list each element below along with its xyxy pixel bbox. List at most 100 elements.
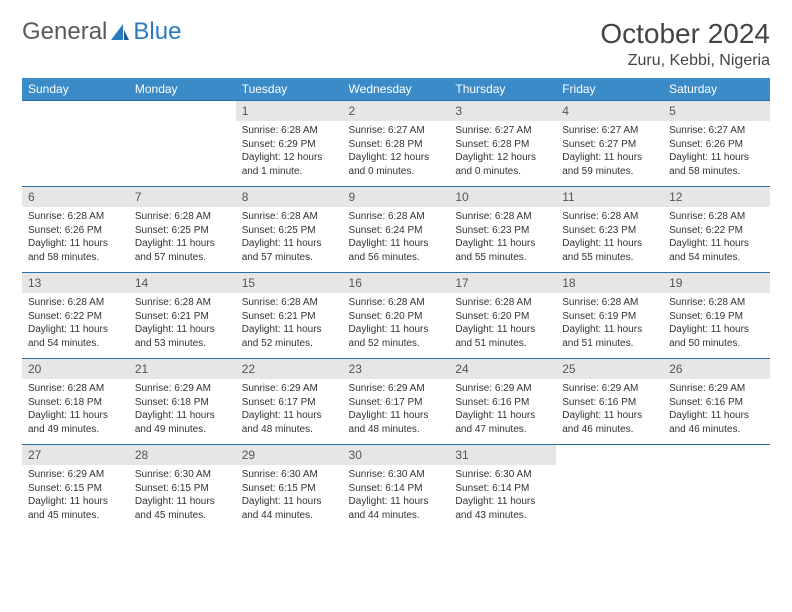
- sunset-text: Sunset: 6:15 PM: [28, 482, 123, 496]
- sunset-text: Sunset: 6:18 PM: [135, 396, 230, 410]
- sunset-text: Sunset: 6:27 PM: [562, 138, 657, 152]
- day-number: 3: [449, 101, 556, 121]
- daylight-text: Daylight: 11 hours and 56 minutes.: [349, 237, 444, 264]
- calendar-cell: 1Sunrise: 6:28 AMSunset: 6:29 PMDaylight…: [236, 101, 343, 187]
- day-details: Sunrise: 6:29 AMSunset: 6:17 PMDaylight:…: [236, 379, 343, 444]
- sunrise-text: Sunrise: 6:29 AM: [349, 382, 444, 396]
- calendar-cell: 4Sunrise: 6:27 AMSunset: 6:27 PMDaylight…: [556, 101, 663, 187]
- calendar-cell: 21Sunrise: 6:29 AMSunset: 6:18 PMDayligh…: [129, 359, 236, 445]
- daylight-text: Daylight: 11 hours and 47 minutes.: [455, 409, 550, 436]
- logo-sail-icon: [109, 22, 131, 42]
- day-number: 20: [22, 359, 129, 379]
- sunrise-text: Sunrise: 6:28 AM: [28, 296, 123, 310]
- day-number: 4: [556, 101, 663, 121]
- day-details: Sunrise: 6:28 AMSunset: 6:22 PMDaylight:…: [22, 293, 129, 358]
- day-details: Sunrise: 6:30 AMSunset: 6:15 PMDaylight:…: [129, 465, 236, 530]
- sunrise-text: Sunrise: 6:28 AM: [455, 296, 550, 310]
- sunset-text: Sunset: 6:20 PM: [349, 310, 444, 324]
- title-block: October 2024 Zuru, Kebbi, Nigeria: [600, 18, 770, 70]
- sunset-text: Sunset: 6:29 PM: [242, 138, 337, 152]
- day-details: Sunrise: 6:28 AMSunset: 6:20 PMDaylight:…: [449, 293, 556, 358]
- day-header: Thursday: [449, 78, 556, 101]
- daylight-text: Daylight: 11 hours and 51 minutes.: [562, 323, 657, 350]
- day-details: Sunrise: 6:28 AMSunset: 6:25 PMDaylight:…: [236, 207, 343, 272]
- sunset-text: Sunset: 6:28 PM: [349, 138, 444, 152]
- sunset-text: Sunset: 6:26 PM: [28, 224, 123, 238]
- calendar-cell: [129, 101, 236, 187]
- day-number: 11: [556, 187, 663, 207]
- day-number: 8: [236, 187, 343, 207]
- calendar-cell: [663, 445, 770, 531]
- daylight-text: Daylight: 11 hours and 49 minutes.: [135, 409, 230, 436]
- day-details: Sunrise: 6:28 AMSunset: 6:25 PMDaylight:…: [129, 207, 236, 272]
- daylight-text: Daylight: 12 hours and 0 minutes.: [349, 151, 444, 178]
- calendar-week-row: 6Sunrise: 6:28 AMSunset: 6:26 PMDaylight…: [22, 187, 770, 273]
- daylight-text: Daylight: 11 hours and 48 minutes.: [349, 409, 444, 436]
- sunset-text: Sunset: 6:21 PM: [242, 310, 337, 324]
- sunrise-text: Sunrise: 6:28 AM: [562, 210, 657, 224]
- sunrise-text: Sunrise: 6:30 AM: [242, 468, 337, 482]
- sunrise-text: Sunrise: 6:28 AM: [669, 210, 764, 224]
- calendar-cell: 30Sunrise: 6:30 AMSunset: 6:14 PMDayligh…: [343, 445, 450, 531]
- calendar-cell: 2Sunrise: 6:27 AMSunset: 6:28 PMDaylight…: [343, 101, 450, 187]
- day-details: Sunrise: 6:28 AMSunset: 6:19 PMDaylight:…: [556, 293, 663, 358]
- sunset-text: Sunset: 6:21 PM: [135, 310, 230, 324]
- sunrise-text: Sunrise: 6:27 AM: [562, 124, 657, 138]
- day-details: Sunrise: 6:28 AMSunset: 6:21 PMDaylight:…: [129, 293, 236, 358]
- calendar-cell: 16Sunrise: 6:28 AMSunset: 6:20 PMDayligh…: [343, 273, 450, 359]
- day-details: Sunrise: 6:30 AMSunset: 6:14 PMDaylight:…: [449, 465, 556, 530]
- sunset-text: Sunset: 6:22 PM: [669, 224, 764, 238]
- sunset-text: Sunset: 6:20 PM: [455, 310, 550, 324]
- sunset-text: Sunset: 6:16 PM: [455, 396, 550, 410]
- day-details: Sunrise: 6:30 AMSunset: 6:15 PMDaylight:…: [236, 465, 343, 530]
- day-number: 30: [343, 445, 450, 465]
- day-number: 1: [236, 101, 343, 121]
- day-details: Sunrise: 6:28 AMSunset: 6:21 PMDaylight:…: [236, 293, 343, 358]
- day-details: Sunrise: 6:29 AMSunset: 6:16 PMDaylight:…: [449, 379, 556, 444]
- day-details: Sunrise: 6:29 AMSunset: 6:16 PMDaylight:…: [663, 379, 770, 444]
- day-number: 21: [129, 359, 236, 379]
- sunset-text: Sunset: 6:18 PM: [28, 396, 123, 410]
- daylight-text: Daylight: 11 hours and 55 minutes.: [562, 237, 657, 264]
- sunrise-text: Sunrise: 6:28 AM: [242, 296, 337, 310]
- calendar-cell: 9Sunrise: 6:28 AMSunset: 6:24 PMDaylight…: [343, 187, 450, 273]
- sunset-text: Sunset: 6:28 PM: [455, 138, 550, 152]
- sunrise-text: Sunrise: 6:30 AM: [455, 468, 550, 482]
- location-text: Zuru, Kebbi, Nigeria: [600, 52, 770, 70]
- day-number: 29: [236, 445, 343, 465]
- day-number: 10: [449, 187, 556, 207]
- day-details: Sunrise: 6:28 AMSunset: 6:23 PMDaylight:…: [449, 207, 556, 272]
- calendar-cell: 27Sunrise: 6:29 AMSunset: 6:15 PMDayligh…: [22, 445, 129, 531]
- day-details: Sunrise: 6:28 AMSunset: 6:18 PMDaylight:…: [22, 379, 129, 444]
- sunset-text: Sunset: 6:19 PM: [669, 310, 764, 324]
- sunrise-text: Sunrise: 6:28 AM: [349, 210, 444, 224]
- day-details: Sunrise: 6:27 AMSunset: 6:28 PMDaylight:…: [343, 121, 450, 186]
- daylight-text: Daylight: 11 hours and 57 minutes.: [242, 237, 337, 264]
- daylight-text: Daylight: 11 hours and 59 minutes.: [562, 151, 657, 178]
- daylight-text: Daylight: 11 hours and 44 minutes.: [242, 495, 337, 522]
- sunrise-text: Sunrise: 6:28 AM: [135, 296, 230, 310]
- calendar-cell: 18Sunrise: 6:28 AMSunset: 6:19 PMDayligh…: [556, 273, 663, 359]
- day-details: Sunrise: 6:29 AMSunset: 6:18 PMDaylight:…: [129, 379, 236, 444]
- daylight-text: Daylight: 11 hours and 57 minutes.: [135, 237, 230, 264]
- daylight-text: Daylight: 11 hours and 49 minutes.: [28, 409, 123, 436]
- calendar-cell: 11Sunrise: 6:28 AMSunset: 6:23 PMDayligh…: [556, 187, 663, 273]
- day-number: 17: [449, 273, 556, 293]
- calendar-cell: 7Sunrise: 6:28 AMSunset: 6:25 PMDaylight…: [129, 187, 236, 273]
- day-number: 5: [663, 101, 770, 121]
- calendar-cell: [556, 445, 663, 531]
- sunrise-text: Sunrise: 6:27 AM: [455, 124, 550, 138]
- calendar-cell: 20Sunrise: 6:28 AMSunset: 6:18 PMDayligh…: [22, 359, 129, 445]
- sunrise-text: Sunrise: 6:28 AM: [455, 210, 550, 224]
- daylight-text: Daylight: 11 hours and 43 minutes.: [455, 495, 550, 522]
- daylight-text: Daylight: 11 hours and 58 minutes.: [669, 151, 764, 178]
- sunset-text: Sunset: 6:14 PM: [455, 482, 550, 496]
- day-details: Sunrise: 6:27 AMSunset: 6:27 PMDaylight:…: [556, 121, 663, 186]
- sunset-text: Sunset: 6:15 PM: [242, 482, 337, 496]
- sunset-text: Sunset: 6:22 PM: [28, 310, 123, 324]
- day-header: Saturday: [663, 78, 770, 101]
- day-header-row: Sunday Monday Tuesday Wednesday Thursday…: [22, 78, 770, 101]
- daylight-text: Daylight: 11 hours and 50 minutes.: [669, 323, 764, 350]
- calendar-cell: 22Sunrise: 6:29 AMSunset: 6:17 PMDayligh…: [236, 359, 343, 445]
- sunrise-text: Sunrise: 6:27 AM: [669, 124, 764, 138]
